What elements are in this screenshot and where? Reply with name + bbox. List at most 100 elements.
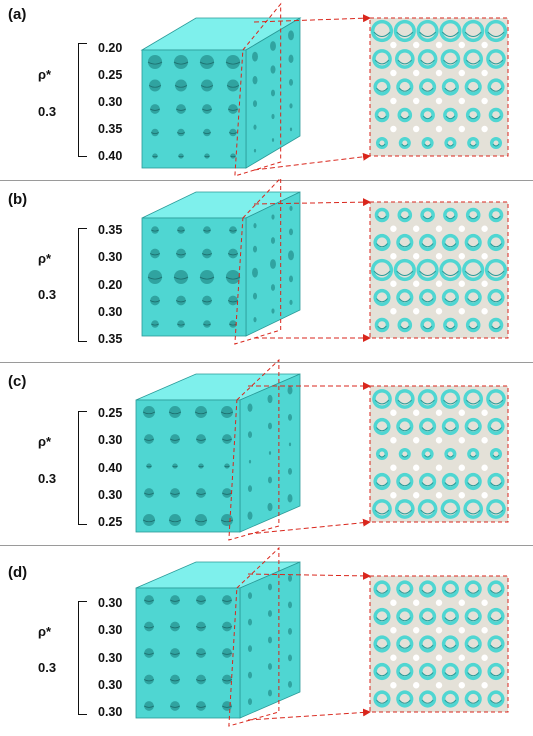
section-gap [413, 627, 420, 634]
cell-hole [288, 275, 294, 283]
section-gap [413, 599, 420, 606]
cell-shading [229, 229, 237, 232]
cell-hole [248, 459, 252, 464]
section-shading [443, 509, 458, 515]
section-pore [465, 23, 481, 39]
section-shading [444, 672, 457, 677]
cell-hole [195, 514, 207, 526]
section-gap [413, 682, 420, 689]
cell-hole [270, 89, 276, 97]
section-shading [490, 672, 502, 677]
cell-shading [175, 253, 187, 256]
section-gap [390, 409, 397, 416]
section-shading [421, 617, 434, 622]
cell-hole [196, 648, 206, 658]
cell-hole [288, 54, 294, 63]
cell-hole [151, 226, 159, 234]
cell-shading [177, 132, 185, 135]
section-shading [468, 115, 478, 120]
cell-hole [222, 488, 232, 498]
cell-hole [150, 104, 160, 114]
cell-shading [229, 132, 237, 135]
cell-hole [152, 153, 158, 159]
section-pore [423, 111, 432, 119]
cell-hole [199, 54, 215, 70]
section-shading [376, 427, 388, 432]
cell-hole [204, 153, 210, 159]
cell-hole [196, 434, 206, 444]
section-gap [481, 225, 488, 232]
section-shading [491, 215, 501, 220]
panel-label: (d) [8, 564, 28, 581]
cell-hole [247, 592, 253, 600]
cell-hole [196, 701, 206, 711]
cell-hole [288, 30, 294, 41]
cell-hole [143, 514, 155, 526]
section-pore [376, 611, 388, 622]
cell-hole [247, 485, 253, 493]
section-view [369, 385, 509, 523]
section-gap [435, 69, 443, 77]
cell-hole [247, 698, 253, 706]
cell-hole [287, 467, 293, 475]
section-pore [444, 392, 457, 406]
section-pore [446, 321, 455, 329]
density-level: 0.30 [98, 678, 123, 692]
section-gap [458, 409, 465, 416]
section-gap [390, 492, 397, 499]
section-pore [399, 237, 410, 248]
cell-hole [169, 406, 181, 418]
cell-hole [195, 406, 207, 418]
section-pore [493, 451, 499, 457]
cell-shading [226, 85, 240, 88]
cell-shading [143, 652, 155, 655]
section-gap [435, 682, 443, 689]
section-pore [422, 638, 433, 650]
section-shading [444, 298, 457, 303]
cell-shading [195, 652, 207, 655]
section-shading [422, 215, 433, 220]
section-gap [390, 280, 397, 287]
section-gap [390, 599, 397, 606]
section-pore [490, 237, 502, 248]
cell-shading [227, 253, 239, 256]
cell-shading [221, 652, 233, 655]
cell-shading [152, 155, 158, 158]
section-pore [488, 23, 504, 39]
section-shading [419, 270, 437, 277]
section-gap [458, 492, 465, 499]
section-pore [422, 476, 433, 487]
section-shading [445, 325, 456, 330]
section-pore [466, 502, 480, 516]
density-level: 0.30 [98, 433, 123, 447]
section-gap [458, 253, 465, 260]
density-level: 0.20 [98, 41, 123, 55]
cell-hole [170, 434, 180, 444]
panel-label: (b) [8, 191, 28, 208]
section-gap [458, 437, 465, 444]
section-shading [400, 215, 410, 220]
section-gap [413, 409, 420, 416]
section-gap [458, 464, 465, 471]
cube-front-face [135, 399, 241, 533]
cell-hole [176, 248, 186, 259]
section-shading [376, 699, 388, 704]
section-pore [444, 502, 457, 516]
section-pore [398, 502, 412, 516]
density-level: 0.25 [98, 515, 123, 529]
cell-hole [247, 671, 253, 679]
cell-hole [229, 226, 237, 234]
section-shading [468, 325, 478, 330]
section-pore [397, 262, 413, 278]
section-pore [469, 321, 478, 329]
cell-shading [151, 229, 159, 232]
section-gap [413, 437, 420, 444]
section-pore [399, 693, 410, 705]
cell-shading [177, 323, 185, 326]
cell-hole [225, 269, 241, 285]
section-pore [447, 140, 453, 146]
cell-hole [267, 636, 273, 644]
section-pore [376, 81, 388, 93]
section-gap [390, 682, 397, 689]
panel-label: (a) [8, 6, 27, 23]
